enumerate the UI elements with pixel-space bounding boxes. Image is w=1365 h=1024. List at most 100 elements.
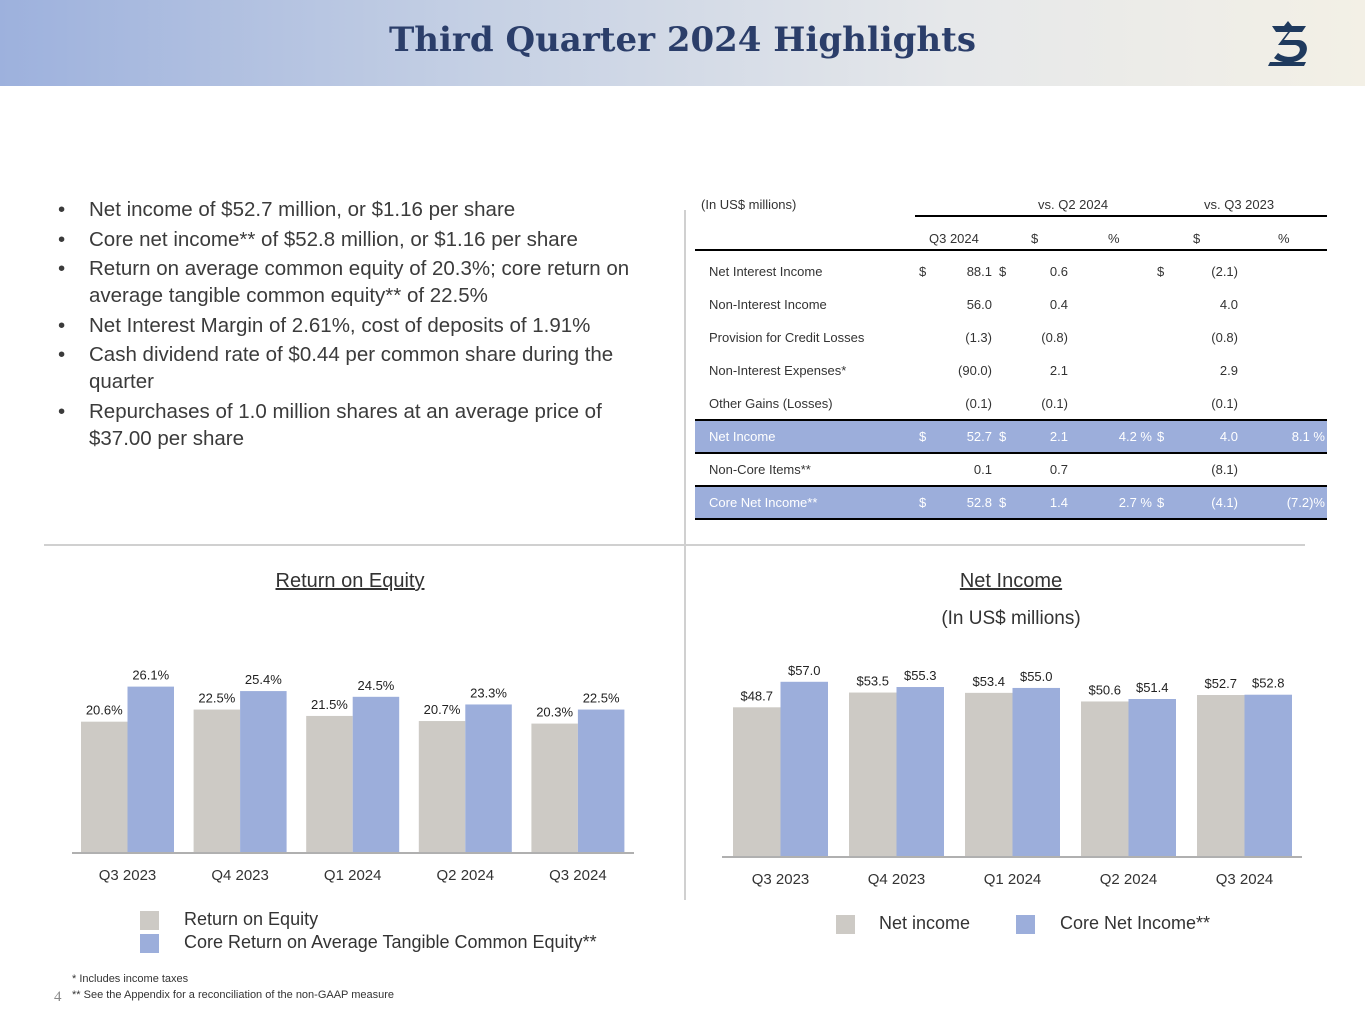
currency-symbol: $ [1157,264,1165,279]
cell-q3-2024: 56.0 [966,297,992,312]
cell-change-q2-dollar: 0.4 [1049,297,1068,312]
bar-primary-q3-2024 [1197,695,1245,857]
legend-label-net-income: Net income [879,913,971,933]
data-label: 22.5% [583,691,620,706]
bar-primary-q1-2024 [306,715,353,853]
bar-core-q2-2024 [465,704,512,853]
cell-change-q3-dollar: (0.1) [1211,396,1238,411]
table-row: Non-Interest Expenses* (90.0) 2.1 2.9 [695,354,1327,387]
table-row: Net Interest Income $88.1 $0.6 $ (2.1) [695,255,1327,288]
highlight-item: • Net income of $52.7 million, or $1.16 p… [58,198,516,221]
bar-core-q3-2024 [577,709,625,853]
data-label: $53.4 [972,674,1005,689]
header-banner [0,0,1365,86]
x-tick-label: Q3 2023 [99,867,157,884]
bar-primary-q1-2024 [965,692,1013,857]
bar-core-q1-2024 [352,696,400,853]
table-group-header-q3: vs. Q3 2023 [1204,197,1275,212]
currency-symbol: $ [1157,429,1165,444]
bar-core-q4-2023 [240,691,287,853]
highlight-item: • Return on average common equity of 20.3… [58,257,630,307]
cell-q3-2024: 52.8 [966,495,992,510]
vertical-divider-bottom [684,546,686,900]
highlights-list: • Net income of $52.7 million, or $1.16 p… [58,196,658,454]
legend-swatch-roe [140,911,159,930]
row-label: Other Gains (Losses) [709,396,833,411]
data-label: 25.4% [245,672,282,687]
row-rule [695,485,1327,487]
data-label: 26.1% [132,668,169,683]
cell-change-q3-dollar: (0.8) [1211,330,1238,345]
row-label: Non-Core Items** [709,462,811,477]
cell-q3-2024: (90.0) [958,363,992,378]
table-row: Non-Interest Income 56.0 0.4 4.0 [695,288,1327,321]
bar-core-q3-2023 [780,681,828,857]
cell-change-q3-dollar: 4.0 [1219,297,1238,312]
x-tick-label: Q3 2024 [1216,871,1274,888]
data-label: 24.5% [358,678,395,693]
legend-swatch-core-net-income [1016,915,1035,934]
legend-label-core-roatce: Core Return on Average Tangible Common E… [184,932,597,952]
cell-q3-2024: 0.1 [973,462,992,477]
data-label: 23.3% [470,685,507,700]
col-header-pct-q3: % [1278,231,1290,246]
data-label: $55.3 [904,668,937,683]
cell-q3-2024: (1.3) [965,330,992,345]
table-group-header-q2: vs. Q2 2024 [1038,197,1109,212]
x-tick-label: Q4 2023 [868,871,926,888]
legend-label-roe: Return on Equity [184,909,319,929]
col-header-dollar-q3: $ [1193,231,1201,246]
currency-symbol: $ [999,495,1007,510]
cell-change-q3-pct: (7.2)% [1286,495,1325,510]
col-header-pct-q2: % [1108,231,1120,246]
row-label: Non-Interest Income [709,297,827,312]
row-label: Net Income [709,429,776,444]
bar-core-q3-2023 [127,686,174,853]
data-label: 20.7% [424,702,461,717]
table-unit-label: (In US$ millions) [701,197,797,212]
data-label: $52.7 [1204,676,1237,691]
cell-change-q2-dollar: 2.1 [1049,363,1068,378]
highlight-item: • Cash dividend rate of $0.44 per common … [58,343,614,393]
cell-change-q3-dollar: (4.1) [1211,495,1238,510]
data-label: 20.3% [536,705,573,720]
data-label: $50.6 [1088,682,1121,697]
row-rule [695,518,1327,520]
bar-primary-q3-2024 [531,723,578,853]
row-rule [695,452,1327,454]
data-label: 21.5% [311,697,348,712]
cell-change-q2-dollar: 2.1 [1049,429,1068,444]
data-label: $53.5 [856,674,889,689]
x-tick-label: Q2 2024 [437,867,495,884]
cell-q3-2024: 88.1 [966,264,992,279]
page-number: 4 [54,989,62,1005]
data-label: 20.6% [86,703,123,718]
data-label: 22.5% [198,691,235,706]
cell-change-q3-dollar: 2.9 [1219,363,1238,378]
cell-change-q2-dollar: (0.1) [1041,396,1068,411]
header-rule [695,249,1327,251]
currency-symbol: $ [999,264,1007,279]
x-tick-label: Q3 2024 [549,867,607,884]
bar-primary-q3-2023 [81,721,128,853]
bar-primary-q4-2023 [193,709,241,853]
row-label: Non-Interest Expenses* [709,363,847,378]
bar-primary-q2-2024 [418,721,466,853]
data-label: $57.0 [788,663,821,678]
data-label: $51.4 [1136,680,1169,695]
data-label: $55.0 [1020,669,1053,684]
footnote-non-gaap: ** See the Appendix for a reconciliation… [72,989,395,1001]
cell-change-q3-dollar: (2.1) [1211,264,1238,279]
row-label: Core Net Income** [709,495,818,510]
bar-primary-q2-2024 [1081,701,1129,857]
bar-primary-q3-2023 [733,707,781,857]
row-label: Provision for Credit Losses [709,330,865,345]
x-tick-label: Q1 2024 [984,871,1042,888]
bar-core-q2-2024 [1128,699,1176,857]
cell-change-q2-dollar: 0.7 [1049,462,1068,477]
x-tick-label: Q1 2024 [324,867,382,884]
row-label: Net Interest Income [709,264,823,279]
highlight-item: • Net Interest Margin of 2.61%, cost of d… [58,313,591,337]
currency-symbol: $ [1157,495,1165,510]
col-header-dollar-q2: $ [1031,231,1039,246]
